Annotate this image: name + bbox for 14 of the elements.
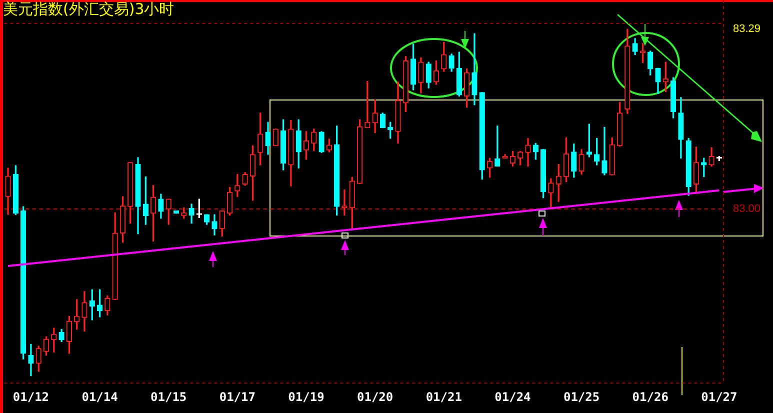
x-tick-label: 01/15: [150, 390, 187, 404]
x-tick-label: 01/27: [701, 390, 738, 404]
y-tick-label: 83.29: [733, 23, 761, 36]
x-tick-label: 01/19: [288, 390, 324, 404]
x-tick-label: 01/17: [219, 390, 256, 404]
y-tick-label: 83.00: [733, 203, 761, 216]
x-tick-label: 01/26: [632, 390, 668, 404]
chart-title: 美元指数(外汇交易)3小时: [3, 0, 174, 18]
x-tick-label: 01/25: [563, 390, 600, 404]
x-tick-label: 01/14: [82, 390, 118, 404]
x-tick-label: 01/21: [426, 390, 462, 404]
x-tick-label: 01/20: [357, 390, 394, 404]
x-tick-label: 01/12: [12, 390, 50, 404]
x-tick-label: 01/24: [494, 390, 531, 404]
